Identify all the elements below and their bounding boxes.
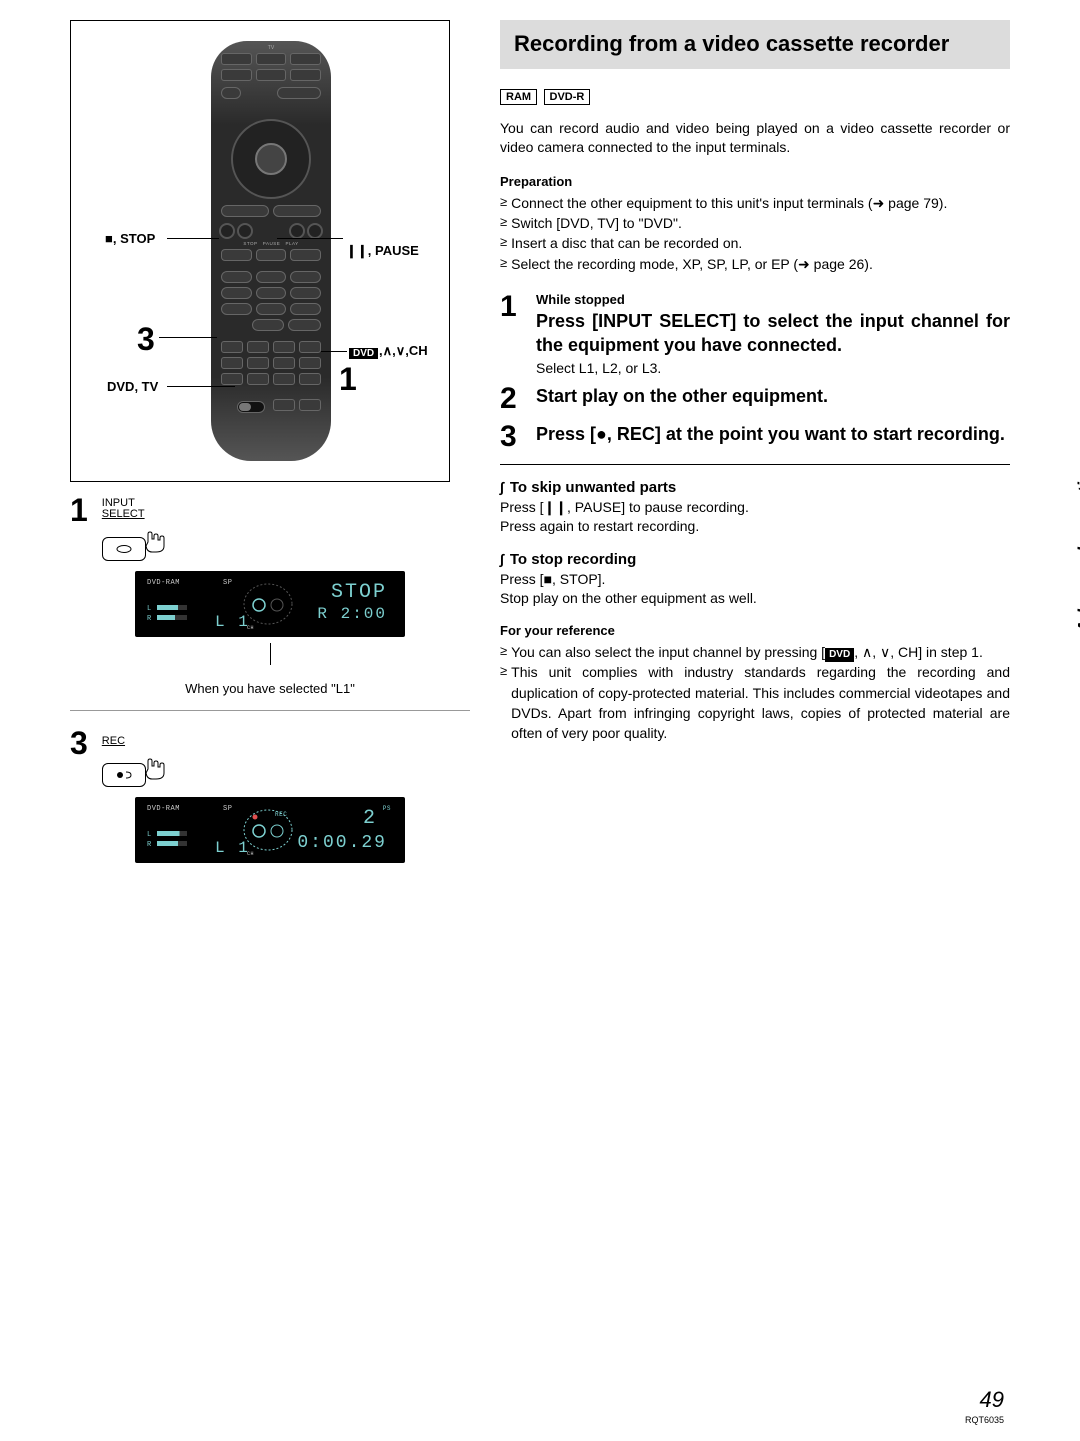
ref-item: You can also select the input channel by… — [511, 642, 983, 663]
step-num: 2 — [500, 384, 536, 414]
step-2: 2 Start play on the other equipment. — [500, 384, 1010, 414]
step-main: Press [●, REC] at the point you want to … — [536, 422, 1010, 446]
step-num: 1 — [500, 292, 536, 376]
step-1: 1 While stopped Press [INPUT SELECT] to … — [500, 292, 1010, 376]
badge-ram: RAM — [500, 89, 537, 105]
display-panel-stop: DVD-RAM SP STOP R 2:00 L R L 1 CH — [135, 571, 405, 637]
divider — [500, 464, 1010, 465]
prep-item: Insert a disc that can be recorded on. — [511, 233, 742, 253]
subtext-skip: Press [❙❙, PAUSE] to pause recording. Pr… — [500, 498, 1010, 537]
reference-title: For your reference — [500, 623, 1010, 638]
prep-item: Switch [DVD, TV] to "DVD". — [511, 213, 682, 233]
step3-illustration: 3 REC — [70, 725, 470, 787]
right-content: Recording from a video cassette recorder… — [470, 20, 1010, 1421]
subhead-stop: To stop recording — [500, 551, 1010, 568]
remote-step-1: 1 — [339, 361, 357, 398]
page-heading: Recording from a video cassette recorder — [500, 20, 1010, 69]
input-select-label2: SELECT — [102, 509, 168, 520]
badge-dvdr: DVD-R — [544, 89, 591, 105]
remote-step-3: 3 — [137, 321, 155, 358]
page-number: 49 — [980, 1387, 1004, 1413]
remote-diagram: TV STOP PAUSE PLAY — [70, 20, 450, 482]
remote-top-label: TV — [211, 45, 331, 51]
remote-body: TV STOP PAUSE PLAY — [211, 41, 331, 461]
callout-dvd-ch: ,∧,∨,CH — [379, 343, 428, 359]
reference-list: You can also select the input channel by… — [500, 642, 1010, 744]
dvd-tv-switch — [237, 401, 265, 413]
callout-dvd-tv: DVD, TV — [107, 379, 158, 394]
prep-item: Connect the other equipment to this unit… — [511, 193, 947, 213]
callout-dvd-badge: DVD — [349, 343, 378, 361]
hand-icon — [142, 755, 168, 781]
subhead-skip: To skip unwanted parts — [500, 479, 1010, 496]
step-sub: Select L1, L2, or L3. — [536, 360, 1010, 376]
step-main: Press [INPUT SELECT] to select the input… — [536, 309, 1010, 358]
rec-button — [102, 763, 146, 787]
manual-page: TV STOP PAUSE PLAY — [0, 0, 1080, 1441]
rec-label: REC — [102, 735, 168, 747]
prep-item: Select the recording mode, XP, SP, LP, o… — [511, 254, 873, 274]
hand-icon — [142, 528, 168, 554]
callout-stop: ■, STOP — [105, 231, 155, 246]
preparation-list: Connect the other equipment to this unit… — [500, 193, 1010, 274]
disc-badges: RAM DVD-R — [500, 87, 1010, 105]
preparation-title: Preparation — [500, 174, 1010, 189]
subtext-stop: Press [■, STOP]. Stop play on the other … — [500, 570, 1010, 609]
page-code: RQT6035 — [965, 1415, 1004, 1425]
l1-caption: When you have selected "L1" — [70, 681, 470, 696]
left-illustrations: TV STOP PAUSE PLAY — [70, 20, 470, 1421]
callout-pause: ❙❙, PAUSE — [346, 243, 419, 259]
side-tab: Advanced operations — [1075, 450, 1080, 633]
step-num: 3 — [500, 422, 536, 452]
left-step1-num: 1 — [70, 492, 88, 529]
ref-item: This unit complies with industry standar… — [511, 662, 1010, 743]
intro-text: You can record audio and video being pla… — [500, 119, 1010, 158]
step1-illustration: 1 INPUT SELECT — [70, 492, 470, 561]
display-panel-rec: DVD-RAM SP REC PS 2 0:00.29 L R L 1 CH — [135, 797, 405, 863]
step-3: 3 Press [●, REC] at the point you want t… — [500, 422, 1010, 452]
left-step3-num: 3 — [70, 725, 88, 762]
input-select-button — [102, 537, 146, 561]
step-lead: While stopped — [536, 292, 1010, 307]
dpad — [231, 119, 311, 199]
step-main: Start play on the other equipment. — [536, 384, 1010, 408]
